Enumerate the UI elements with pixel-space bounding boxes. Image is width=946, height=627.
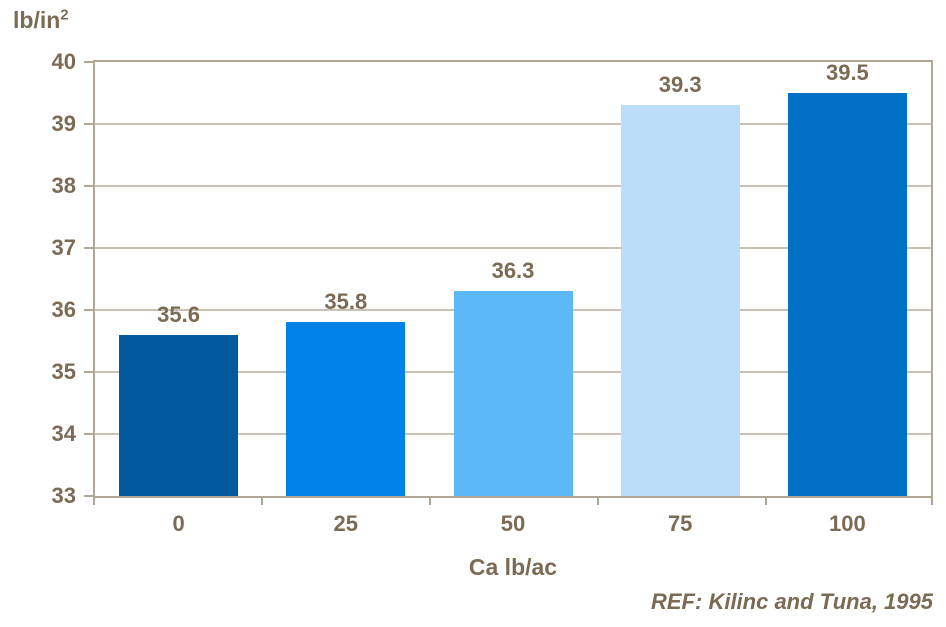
bar-100 xyxy=(787,93,907,496)
y-axis-title-text: lb/in xyxy=(13,7,61,33)
y-axis-tick-label: 39 xyxy=(51,111,76,136)
gridline xyxy=(95,123,931,125)
bar-value-label: 39.5 xyxy=(825,60,869,85)
bar-0 xyxy=(119,334,239,496)
bar-value-label: 36.3 xyxy=(491,258,535,284)
y-axis-tick xyxy=(84,185,93,187)
x-axis-tick xyxy=(597,498,599,505)
y-axis-tick xyxy=(84,433,93,435)
y-axis-tick-label: 40 xyxy=(51,49,76,74)
y-axis-title-superscript: 2 xyxy=(60,6,69,24)
x-axis-tick-label: 0 xyxy=(172,511,185,536)
x-axis-tick xyxy=(93,498,95,505)
x-axis-tick xyxy=(429,498,431,505)
gridline xyxy=(95,185,931,187)
bar-50 xyxy=(453,291,573,496)
y-axis-tick-label: 34 xyxy=(51,421,76,446)
y-axis-tick xyxy=(84,123,93,125)
y-axis-tick-label: 38 xyxy=(51,173,76,198)
x-axis-title: Ca lb/ac xyxy=(468,554,558,580)
bar-75 xyxy=(620,105,740,496)
y-axis-tick-label: 36 xyxy=(51,297,76,322)
y-axis-tick xyxy=(84,309,93,311)
bar-value-label: 39.3 xyxy=(658,72,702,98)
x-axis-tick-label: 75 xyxy=(667,511,693,536)
x-axis-tick-label: 50 xyxy=(500,511,526,536)
bar-value-label: 35.8 xyxy=(324,289,368,315)
y-axis-tick-label: 35 xyxy=(51,359,76,384)
gridline xyxy=(95,247,931,249)
x-axis-tick xyxy=(261,498,263,505)
y-axis-tick xyxy=(84,495,93,497)
x-axis-tick xyxy=(931,498,933,505)
bar-25 xyxy=(286,322,406,496)
reference-citation: REF: Kilinc and Tuna, 1995 xyxy=(651,589,933,614)
y-axis-tick-label: 33 xyxy=(51,483,76,508)
y-axis-tick xyxy=(84,61,93,63)
y-axis-tick xyxy=(84,371,93,373)
y-axis-tick xyxy=(84,247,93,249)
y-axis-title: lb/in2 xyxy=(13,7,69,34)
plot-area: 35.6 35.8 36.3 39.3 39.5 xyxy=(93,60,933,498)
bar-value-label: 35.6 xyxy=(157,301,200,327)
y-axis-tick-label: 37 xyxy=(51,235,76,260)
x-axis-tick xyxy=(765,498,767,505)
x-axis-tick-label: 25 xyxy=(333,511,359,536)
x-axis-tick-label: 100 xyxy=(829,511,866,536)
